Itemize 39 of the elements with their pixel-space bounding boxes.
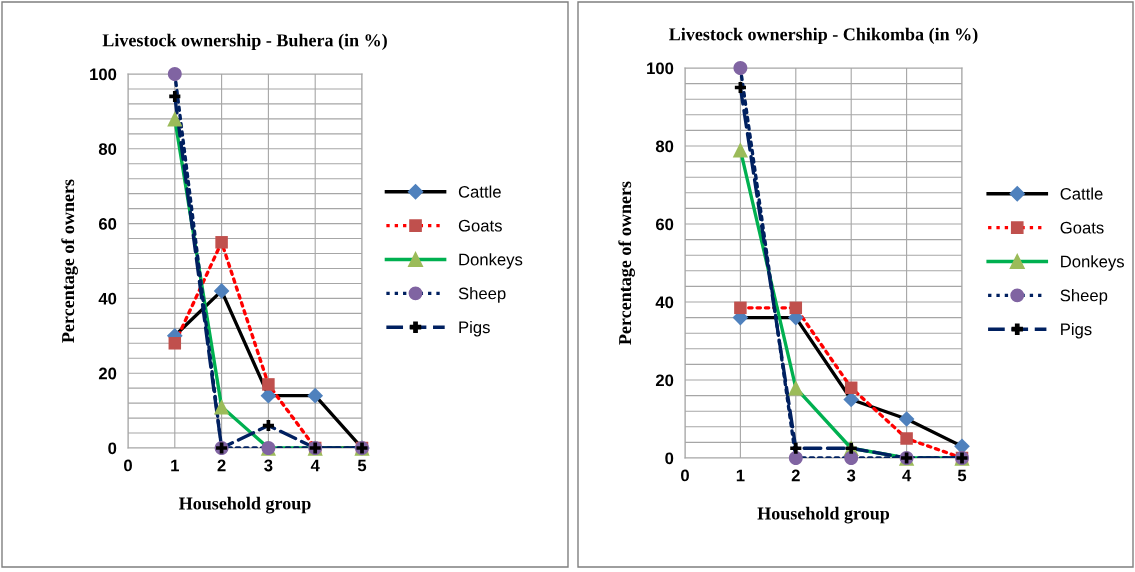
x-tick-label: 1 — [736, 469, 745, 482]
y-tick-label: 40 — [655, 296, 674, 309]
y-axis-title: Percentage of owners — [618, 181, 635, 345]
x-tick-label: 0 — [681, 469, 689, 482]
x-axis-title: Household group — [178, 496, 311, 514]
legend-label: Donkeys — [459, 253, 523, 269]
chart-title: Livestock ownership - Buhera (in %) — [102, 33, 387, 51]
x-tick-label: 3 — [264, 459, 273, 472]
legend-label: Sheep — [458, 287, 506, 303]
x-tick-label: 4 — [902, 469, 912, 482]
legend-label: Goats — [458, 219, 502, 232]
chart-title: Livestock ownership - Chikomba (in %) — [669, 27, 978, 45]
legend-label: Pigs — [459, 320, 490, 337]
legend-label: Goats — [1060, 221, 1104, 234]
legend-label: Donkeys — [1061, 255, 1124, 271]
y-axis-title: Percentage of owners — [61, 179, 78, 343]
legend-label: Sheep — [1060, 289, 1108, 305]
y-tick-label: 20 — [655, 374, 674, 387]
x-tick-label: 5 — [957, 469, 967, 482]
x-tick-label: 5 — [357, 459, 367, 472]
y-tick-label: 40 — [98, 292, 117, 305]
legend-label: Cattle — [1060, 187, 1103, 200]
y-tick-label: 0 — [108, 442, 117, 455]
y-tick-label: 60 — [655, 218, 674, 231]
x-tick-label: 3 — [846, 469, 856, 482]
y-tick-label: 60 — [98, 218, 117, 230]
y-tick-label: 20 — [98, 367, 117, 380]
x-tick-label: 1 — [171, 459, 179, 472]
legend-label: Cattle — [458, 185, 501, 198]
x-tick-label: 4 — [310, 459, 320, 472]
y-tick-label: 100 — [90, 68, 117, 81]
x-axis-title: Household group — [757, 506, 890, 524]
x-tick-label: 2 — [791, 469, 800, 482]
y-tick-label: 80 — [655, 140, 674, 153]
x-tick-label: 0 — [124, 459, 132, 472]
y-tick-label: 80 — [98, 143, 117, 155]
y-tick-label: 100 — [647, 62, 674, 75]
x-tick-label: 2 — [217, 459, 226, 472]
legend-label: Pigs — [1061, 322, 1092, 339]
